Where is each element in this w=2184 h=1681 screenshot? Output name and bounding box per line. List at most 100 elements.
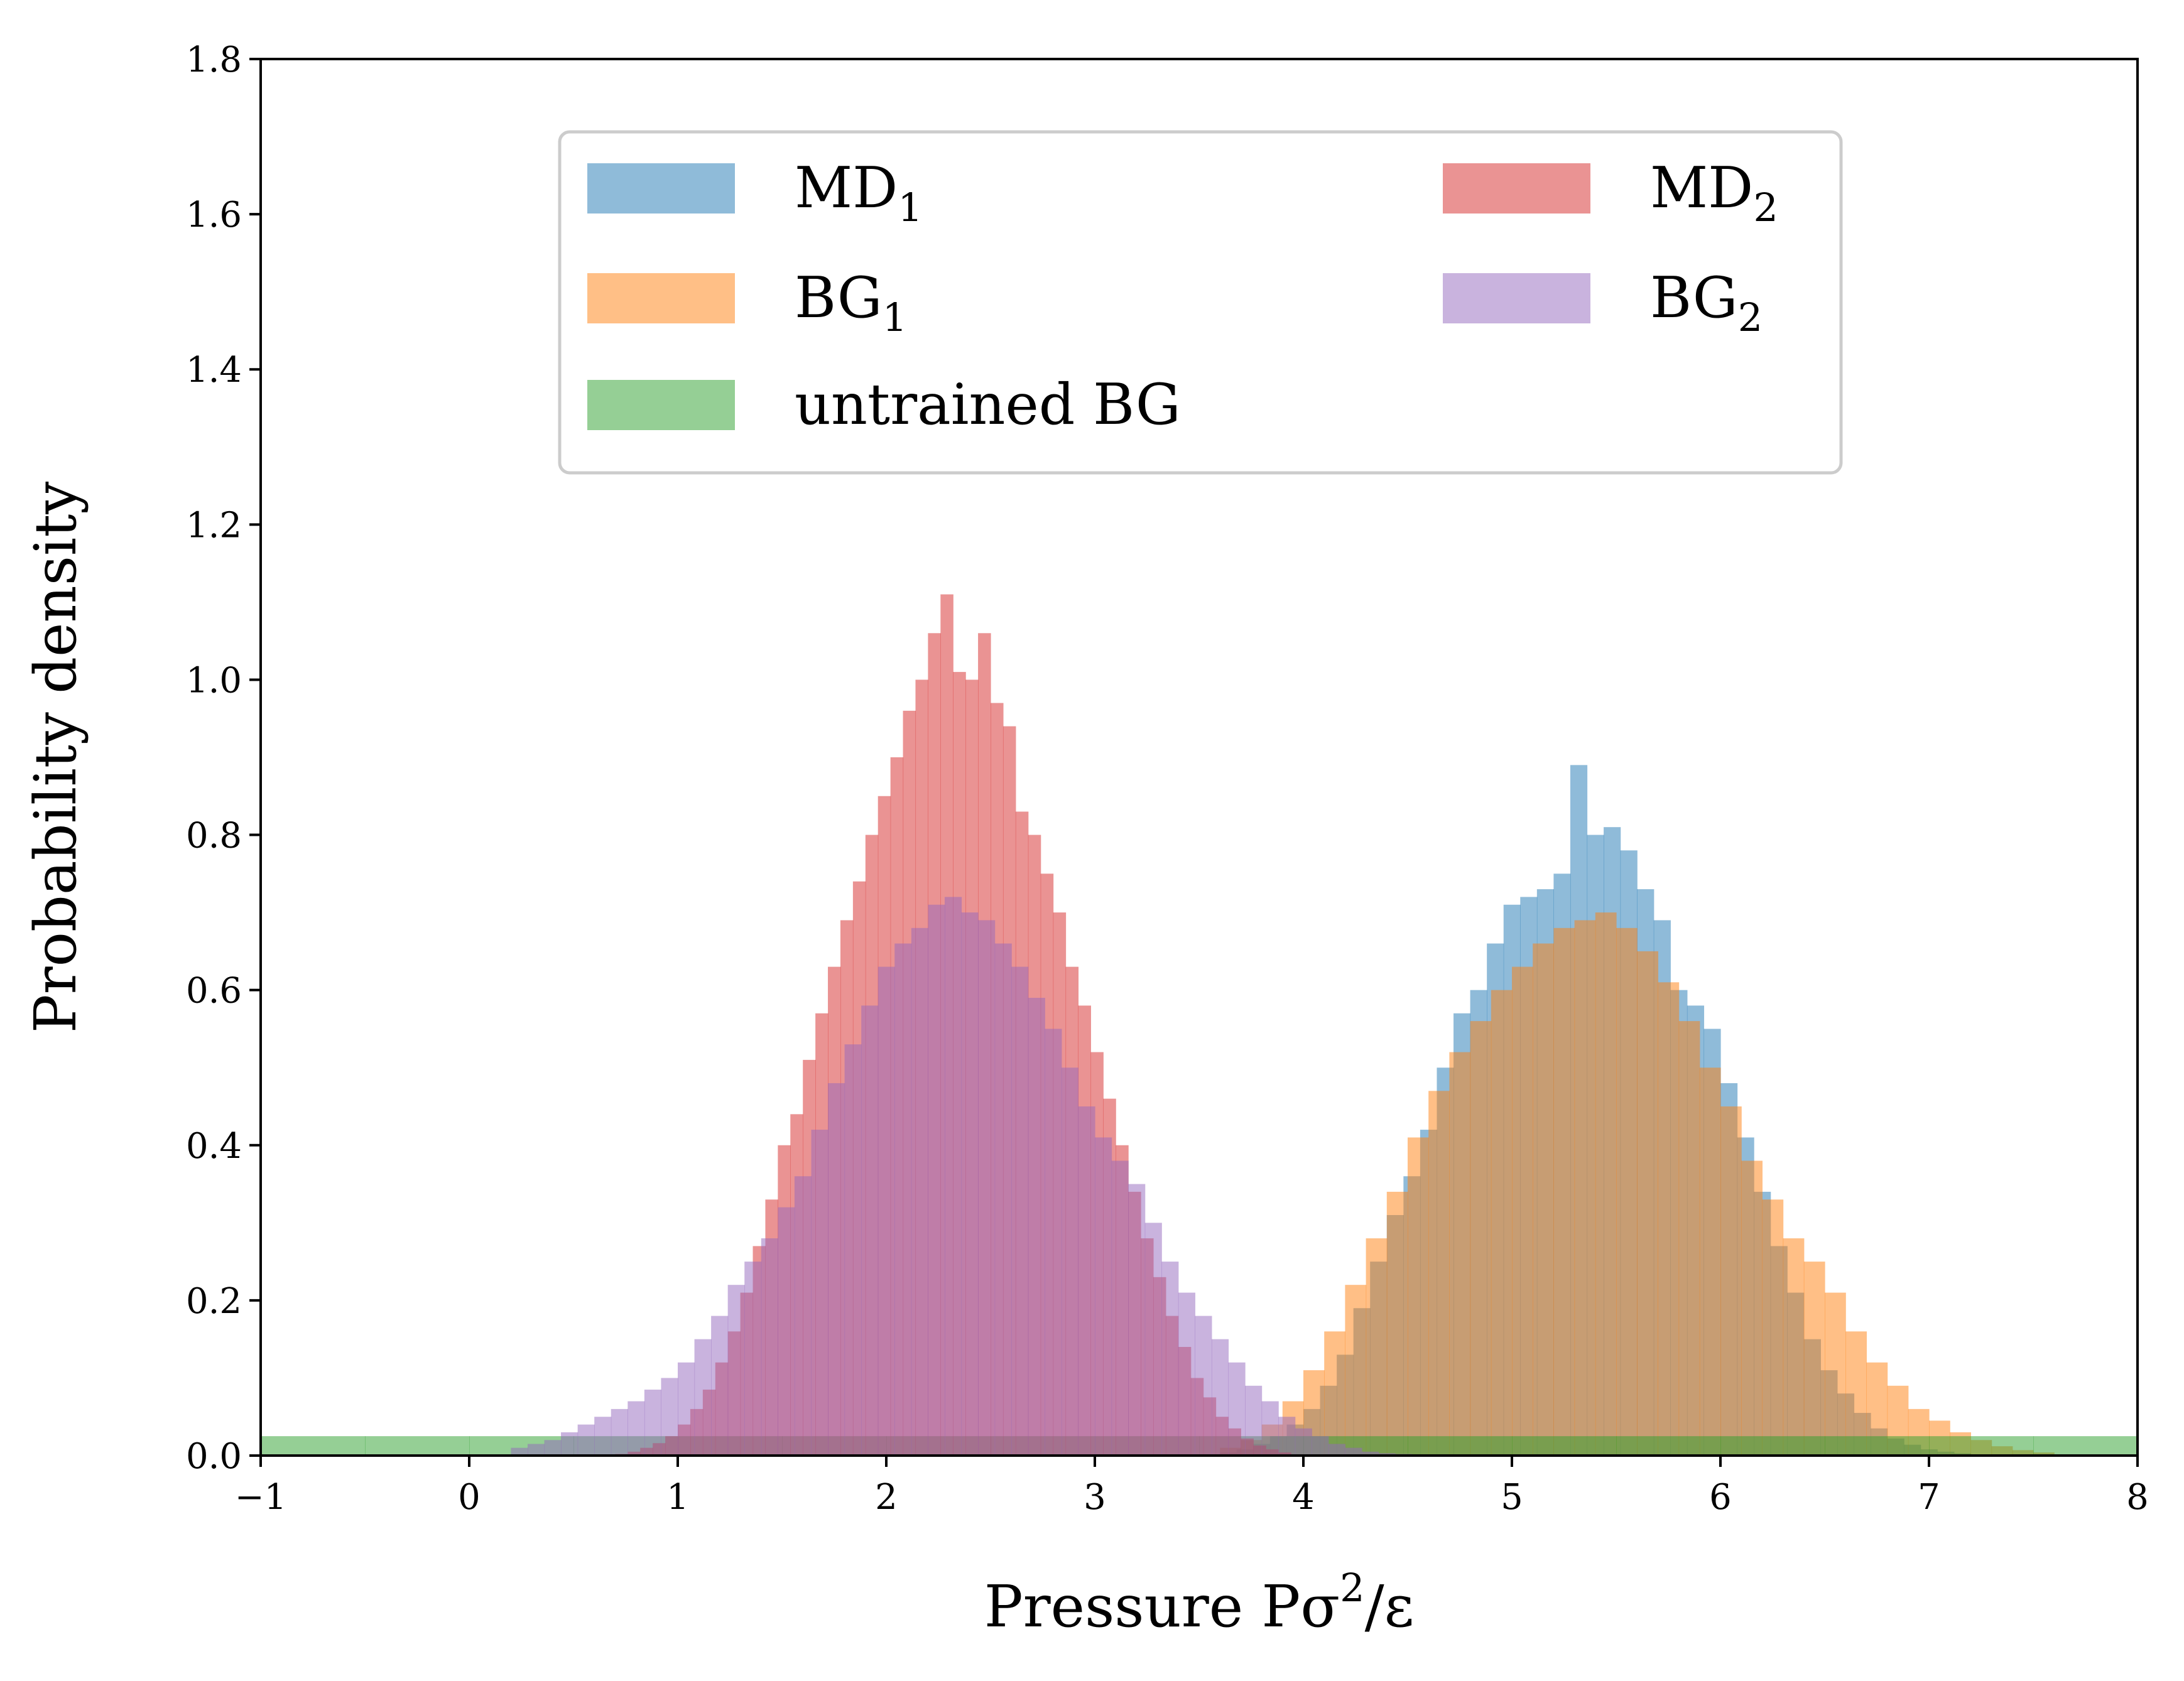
histogram-bar [511,1447,528,1456]
histogram-bar [1825,1292,1846,1456]
histogram-bar [1449,1052,1471,1456]
histogram-bar [1195,1316,1212,1456]
histogram-bar [1574,920,1596,1456]
histogram-bar [1929,1436,2034,1456]
legend-swatch [587,273,735,323]
histogram-bar [694,1339,712,1456]
histogram-bar [1741,1160,1763,1456]
histogram-bar [894,943,912,1456]
x-tick-label: 5 [1501,1477,1523,1518]
legend-swatch [1443,163,1590,214]
histogram-bar [1261,1401,1279,1456]
histogram-bar [1078,1106,1095,1456]
histogram-bar [1595,912,1617,1456]
legend-label-base: untrained BG [795,372,1181,438]
histogram-bar [1361,1451,1379,1456]
histogram-bar [1061,1068,1079,1456]
x-tick-label: −1 [235,1477,287,1518]
x-tick-label: 7 [1918,1477,1940,1518]
histogram-bar [911,927,928,1456]
histogram-bar [1428,1091,1450,1456]
histogram-bar [1533,943,1554,1456]
histogram-bar [844,1044,862,1456]
y-tick-label: 1.6 [186,195,242,235]
histogram-bar [1470,1021,1492,1456]
histogram-bar [1616,927,1638,1456]
x-axis-label-sup: 2 [1340,1565,1364,1611]
legend-item: MD2 [1443,155,1778,230]
y-tick-label: 1.0 [186,660,242,701]
histogram-bar [794,1176,812,1456]
histogram-bar [1762,1199,1784,1456]
legend-item: untrained BG [587,372,1181,438]
histogram-bar [644,1389,662,1456]
histogram-bar [1366,1238,1388,1456]
histogram-bar [1386,1191,1408,1456]
y-axis-label: Probability density [22,482,89,1034]
histogram-bar [1616,1436,1721,1456]
x-tick-label: 6 [1709,1477,1732,1518]
histogram-bar [1803,1262,1825,1456]
histogram-bars [261,594,2138,1456]
y-tick-label: 0.0 [186,1436,242,1477]
legend-label: untrained BG [795,372,1181,438]
histogram-bar [627,1401,645,1456]
histogram-bar [1211,1339,1229,1456]
legend-label-base: BG [1650,265,1738,331]
y-tick-label: 1.2 [186,505,242,546]
histogram-bar [1295,1428,1312,1456]
legend-label-base: MD [1650,155,1753,221]
legend-swatch [1443,273,1590,323]
histogram-bar [744,1262,762,1456]
histogram-bar [1345,1285,1367,1456]
histogram-bar [928,904,945,1456]
x-tick-label: 3 [1084,1477,1106,1518]
y-tick-label: 1.4 [186,350,242,391]
histogram-bar [711,1316,729,1456]
histogram-bar [1045,1029,1062,1456]
y-axis-ticks: 0.0 0.2 0.4 0.6 0.8 1.0 1.2 1.4 1.6 1.8 [186,40,261,1477]
x-axis-label-base: Pressure Pσ [984,1573,1340,1640]
histogram-bar [1011,966,1029,1456]
histogram-bar [594,1417,612,1456]
histogram-bar [561,1432,579,1456]
y-tick-label: 0.8 [186,816,242,857]
histogram-bar [1720,1436,1825,1456]
x-tick-label: 0 [458,1477,481,1518]
legend-label: MD2 [1650,155,1778,230]
legend-item: BG1 [587,265,907,340]
x-tick-label: 8 [2126,1477,2149,1518]
histogram-bar [1553,927,1575,1456]
histogram-bar [994,943,1012,1456]
histogram-bar [1278,1417,1296,1456]
y-tick-label: 0.2 [186,1281,242,1322]
histogram-bar [1128,1184,1146,1456]
histogram-bar [828,1083,845,1456]
legend-label: BG1 [795,265,907,340]
legend-label-sub: 1 [898,185,922,230]
histogram-bar [1491,990,1513,1456]
histogram-bar [365,1436,470,1456]
histogram-bar [1678,1021,1700,1456]
histogram-bar [1178,1292,1195,1456]
histogram-bar [778,1207,795,1456]
histogram-bar [527,1444,545,1456]
legend-label-base: BG [795,265,883,331]
histogram-bar [1512,1436,1617,1456]
legend-item: MD1 [587,155,923,230]
histogram-bar [1312,1436,1329,1456]
histogram-bar [1825,1436,1930,1456]
histogram-bar [1245,1385,1263,1456]
histogram-bar [1512,966,1533,1456]
legend-swatch [587,380,735,430]
x-axis-ticks: −1 0 1 2 3 4 5 6 7 8 [235,1456,2149,1518]
legend-label: BG2 [1650,265,1763,340]
series-4-bars [511,897,1413,1456]
histogram-bar [1637,951,1658,1456]
legend-label-sub: 2 [1738,295,1763,340]
histogram-bar [2033,1436,2138,1456]
histogram-bar [811,1130,829,1456]
histogram-bar [577,1424,595,1456]
